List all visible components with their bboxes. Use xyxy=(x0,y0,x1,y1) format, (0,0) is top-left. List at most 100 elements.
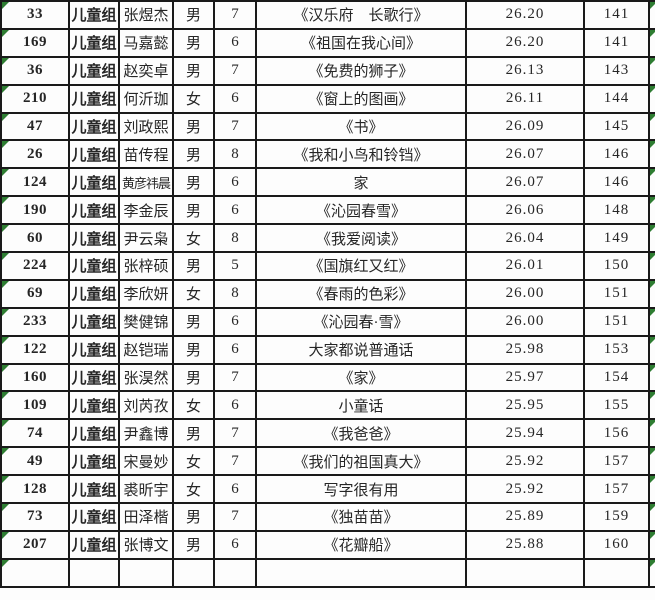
cell-group[interactable]: 儿童组 xyxy=(68,502,120,532)
cell-group[interactable] xyxy=(68,557,120,588)
cell-gender[interactable]: 男 xyxy=(172,55,215,86)
cell-age[interactable]: 8 xyxy=(213,223,257,254)
cell-next-column-sliver[interactable] xyxy=(648,390,655,421)
cell-group[interactable]: 儿童组 xyxy=(68,139,120,170)
cell-title[interactable] xyxy=(255,557,467,588)
cell-id[interactable]: 122 xyxy=(0,334,70,365)
cell-score[interactable]: 26.07 xyxy=(465,167,585,198)
cell-name[interactable]: 马嘉懿 xyxy=(118,27,174,58)
cell-name[interactable]: 何沂珈 xyxy=(118,83,174,114)
cell-name[interactable]: 尹云枭 xyxy=(118,223,174,254)
cell-age[interactable]: 7 xyxy=(213,362,257,393)
cell-title[interactable]: 《国旗红又红》 xyxy=(255,251,467,281)
cell-next-column-sliver[interactable] xyxy=(648,278,655,309)
cell-gender[interactable]: 男 xyxy=(172,195,215,226)
cell-rank[interactable]: 146 xyxy=(583,167,650,198)
cell-name[interactable]: 苗传程 xyxy=(118,139,174,170)
cell-score[interactable]: 25.92 xyxy=(465,474,585,505)
cell-gender[interactable]: 男 xyxy=(172,0,215,30)
cell-gender[interactable]: 女 xyxy=(172,278,215,309)
cell-id[interactable]: 60 xyxy=(0,223,70,254)
cell-gender[interactable]: 男 xyxy=(172,529,215,560)
cell-age[interactable]: 7 xyxy=(213,418,257,449)
cell-score[interactable]: 26.11 xyxy=(465,83,585,114)
cell-score[interactable]: 25.94 xyxy=(465,418,585,449)
cell-title[interactable]: 《窗上的图画》 xyxy=(255,83,467,114)
cell-gender[interactable]: 男 xyxy=(172,251,215,281)
cell-title[interactable]: 《春雨的色彩》 xyxy=(255,278,467,309)
cell-id[interactable]: 124 xyxy=(0,167,70,198)
cell-score[interactable]: 25.95 xyxy=(465,390,585,421)
cell-name[interactable]: 赵铠瑞 xyxy=(118,334,174,365)
cell-next-column-sliver[interactable] xyxy=(648,83,655,114)
cell-id[interactable]: 33 xyxy=(0,0,70,30)
cell-group[interactable]: 儿童组 xyxy=(68,0,120,30)
cell-next-column-sliver[interactable] xyxy=(648,167,655,198)
cell-score[interactable]: 26.01 xyxy=(465,251,585,281)
cell-gender[interactable]: 女 xyxy=(172,83,215,114)
cell-rank[interactable]: 143 xyxy=(583,55,650,86)
cell-title[interactable]: 《我们的祖国真大》 xyxy=(255,446,467,477)
cell-score[interactable] xyxy=(465,557,585,588)
cell-group[interactable]: 儿童组 xyxy=(68,223,120,254)
cell-rank[interactable]: 159 xyxy=(583,502,650,532)
cell-gender[interactable]: 男 xyxy=(172,334,215,365)
cell-group[interactable]: 儿童组 xyxy=(68,55,120,86)
cell-rank[interactable]: 157 xyxy=(583,474,650,505)
cell-id[interactable]: 49 xyxy=(0,446,70,477)
cell-next-column-sliver[interactable] xyxy=(648,529,655,560)
cell-title[interactable]: 《独苗苗》 xyxy=(255,502,467,532)
cell-title[interactable]: 《书》 xyxy=(255,111,467,142)
cell-title[interactable]: 《我爸爸》 xyxy=(255,418,467,449)
cell-next-column-sliver[interactable] xyxy=(648,418,655,449)
cell-group[interactable]: 儿童组 xyxy=(68,251,120,281)
cell-rank[interactable]: 156 xyxy=(583,418,650,449)
cell-next-column-sliver[interactable] xyxy=(648,362,655,393)
cell-group[interactable]: 儿童组 xyxy=(68,334,120,365)
cell-title[interactable]: 《免费的狮子》 xyxy=(255,55,467,86)
cell-rank[interactable]: 146 xyxy=(583,139,650,170)
cell-rank[interactable]: 157 xyxy=(583,446,650,477)
cell-age[interactable]: 6 xyxy=(213,474,257,505)
cell-id[interactable] xyxy=(0,557,70,588)
cell-gender[interactable]: 男 xyxy=(172,362,215,393)
cell-rank[interactable]: 153 xyxy=(583,334,650,365)
cell-next-column-sliver[interactable] xyxy=(648,55,655,86)
cell-name[interactable]: 李欣妍 xyxy=(118,278,174,309)
cell-id[interactable]: 69 xyxy=(0,278,70,309)
cell-score[interactable]: 25.89 xyxy=(465,502,585,532)
cell-gender[interactable]: 女 xyxy=(172,390,215,421)
cell-group[interactable]: 儿童组 xyxy=(68,83,120,114)
cell-score[interactable]: 26.13 xyxy=(465,55,585,86)
cell-id[interactable]: 224 xyxy=(0,251,70,281)
cell-gender[interactable]: 女 xyxy=(172,474,215,505)
cell-age[interactable]: 7 xyxy=(213,0,257,30)
cell-gender[interactable]: 男 xyxy=(172,306,215,337)
cell-next-column-sliver[interactable] xyxy=(648,474,655,505)
cell-group[interactable]: 儿童组 xyxy=(68,446,120,477)
cell-name[interactable]: 张博文 xyxy=(118,529,174,560)
cell-rank[interactable]: 145 xyxy=(583,111,650,142)
cell-score[interactable]: 26.20 xyxy=(465,27,585,58)
cell-score[interactable]: 25.92 xyxy=(465,446,585,477)
cell-score[interactable]: 26.06 xyxy=(465,195,585,226)
cell-title[interactable]: 《我和小鸟和铃铛》 xyxy=(255,139,467,170)
cell-gender[interactable]: 男 xyxy=(172,418,215,449)
cell-id[interactable]: 207 xyxy=(0,529,70,560)
cell-next-column-sliver[interactable] xyxy=(648,27,655,58)
cell-name[interactable]: 田泽楷 xyxy=(118,502,174,532)
cell-title[interactable]: 小童话 xyxy=(255,390,467,421)
cell-id[interactable]: 26 xyxy=(0,139,70,170)
cell-id[interactable]: 169 xyxy=(0,27,70,58)
cell-rank[interactable]: 150 xyxy=(583,251,650,281)
cell-name[interactable]: 尹鑫博 xyxy=(118,418,174,449)
cell-name[interactable]: 裘昕宇 xyxy=(118,474,174,505)
cell-age[interactable]: 6 xyxy=(213,27,257,58)
cell-id[interactable]: 73 xyxy=(0,502,70,532)
cell-age[interactable]: 7 xyxy=(213,111,257,142)
cell-title[interactable]: 《沁园春·雪》 xyxy=(255,306,467,337)
cell-score[interactable]: 25.88 xyxy=(465,529,585,560)
cell-rank[interactable]: 144 xyxy=(583,83,650,114)
cell-title[interactable]: 写字很有用 xyxy=(255,474,467,505)
cell-next-column-sliver[interactable] xyxy=(648,334,655,365)
